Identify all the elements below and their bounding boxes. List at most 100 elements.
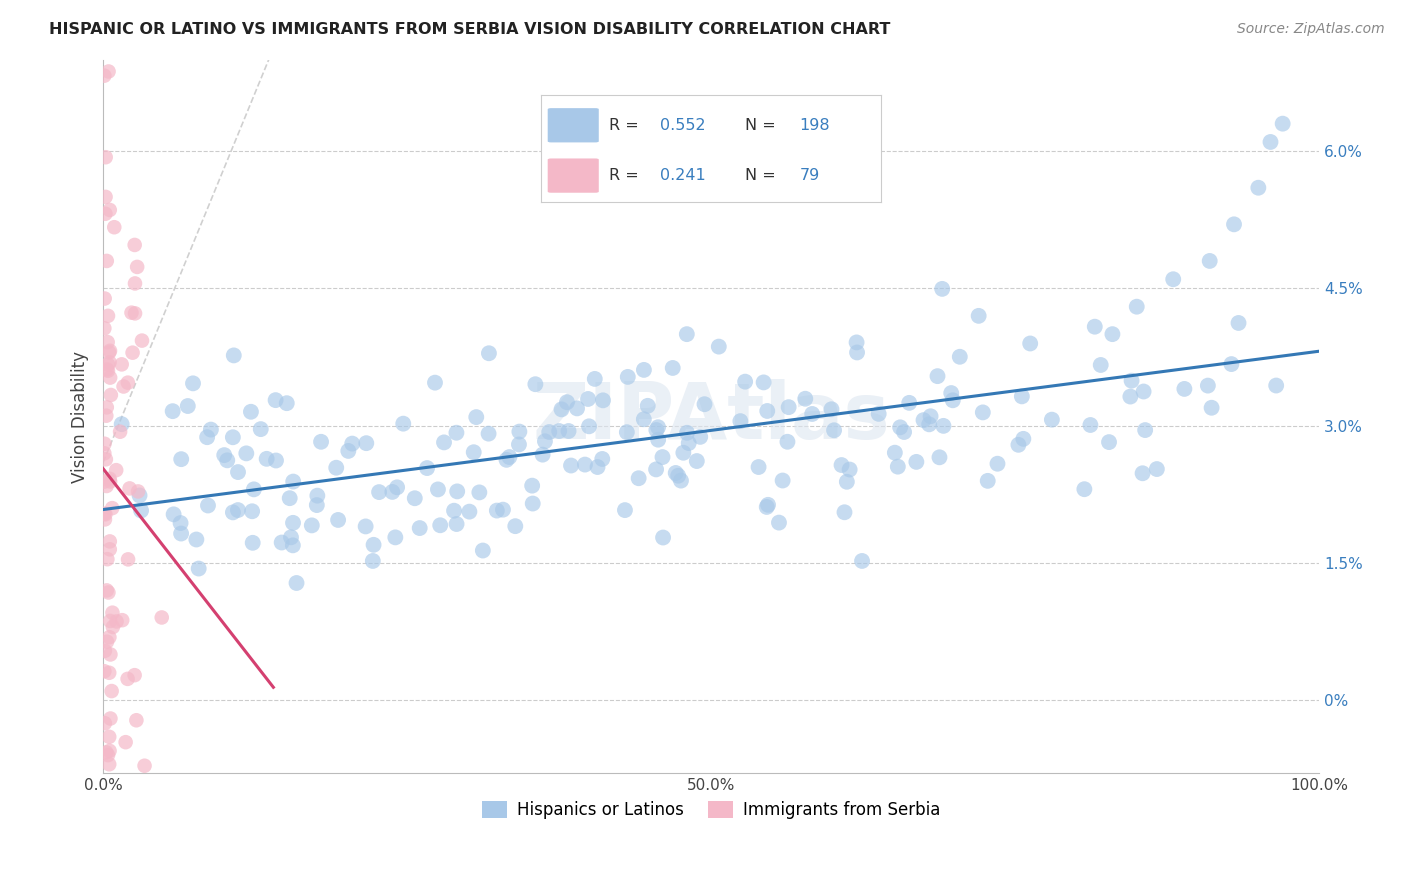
Point — [98, 542, 121, 557]
Point — [392, 417, 415, 431]
Point — [645, 423, 668, 437]
Point — [1173, 382, 1195, 396]
Point — [1119, 390, 1142, 404]
Point — [384, 530, 406, 544]
Point — [187, 561, 209, 575]
Point — [1161, 272, 1184, 286]
Point — [1007, 438, 1029, 452]
Point — [446, 425, 468, 440]
Point — [730, 414, 752, 428]
Point — [177, 399, 200, 413]
Point — [835, 475, 858, 489]
Point — [557, 424, 579, 438]
Point — [416, 461, 439, 475]
Point — [503, 519, 526, 533]
Point — [96, 634, 118, 648]
Point — [97, 64, 120, 78]
Point — [905, 455, 928, 469]
Point — [212, 448, 235, 462]
Point — [633, 363, 655, 377]
Point — [531, 448, 554, 462]
Point — [776, 434, 799, 449]
Point — [675, 327, 697, 342]
Point — [98, 614, 121, 628]
Point — [162, 404, 184, 418]
Point — [1271, 117, 1294, 131]
Point — [281, 516, 304, 530]
Point — [94, 512, 117, 526]
Point — [932, 418, 955, 433]
Point — [94, 716, 117, 731]
Point — [96, 583, 118, 598]
Point — [627, 471, 650, 485]
Text: HISPANIC OR LATINO VS IMMIGRANTS FROM SERBIA VISION DISABILITY CORRELATION CHART: HISPANIC OR LATINO VS IMMIGRANTS FROM SE… — [49, 22, 890, 37]
Point — [124, 306, 146, 320]
Text: ZIPAtlas: ZIPAtlas — [533, 378, 890, 455]
Point — [676, 425, 699, 440]
Point — [772, 474, 794, 488]
Point — [889, 420, 911, 434]
Point — [524, 377, 547, 392]
Point — [548, 424, 571, 438]
Point — [381, 484, 404, 499]
Point — [652, 531, 675, 545]
Point — [305, 498, 328, 512]
Point — [672, 446, 695, 460]
Point — [127, 788, 149, 802]
Point — [508, 437, 530, 451]
Point — [97, 335, 120, 350]
Point — [100, 388, 122, 402]
Legend: Hispanics or Latinos, Immigrants from Serbia: Hispanics or Latinos, Immigrants from Se… — [475, 794, 948, 826]
Point — [752, 376, 775, 390]
Point — [778, 400, 800, 414]
Point — [1220, 357, 1243, 371]
Point — [94, 190, 117, 204]
Point — [101, 501, 124, 516]
Point — [94, 644, 117, 658]
Point — [98, 343, 121, 358]
Point — [665, 466, 688, 480]
Point — [93, 292, 115, 306]
Point — [617, 370, 640, 384]
Point — [756, 404, 779, 418]
Point — [669, 474, 692, 488]
Point — [385, 480, 408, 494]
Point — [93, 475, 115, 489]
Point — [591, 452, 613, 467]
Point — [264, 393, 287, 408]
Point — [150, 610, 173, 624]
Point — [1198, 254, 1220, 268]
Point — [97, 585, 120, 599]
Point — [520, 478, 543, 492]
Point — [433, 435, 456, 450]
Point — [121, 306, 143, 320]
Point — [912, 413, 935, 427]
Point — [1146, 462, 1168, 476]
Point — [195, 430, 218, 444]
Point — [222, 505, 245, 519]
Point — [111, 357, 134, 371]
Point — [98, 665, 121, 680]
Point — [124, 238, 146, 252]
Point — [647, 420, 669, 434]
Point — [1090, 358, 1112, 372]
Point — [94, 508, 117, 522]
Point — [96, 479, 118, 493]
Point — [1121, 374, 1143, 388]
Point — [337, 444, 360, 458]
Point — [96, 401, 118, 415]
Point — [823, 423, 845, 437]
Point — [97, 309, 120, 323]
Point — [1011, 389, 1033, 403]
Point — [256, 451, 278, 466]
Point — [94, 452, 117, 467]
Point — [898, 396, 921, 410]
Point — [565, 401, 588, 416]
Point — [941, 386, 963, 401]
Point — [103, 220, 125, 235]
Point — [118, 482, 141, 496]
Point — [96, 552, 118, 566]
Point — [538, 425, 561, 439]
Point — [111, 613, 134, 627]
Point — [756, 498, 779, 512]
